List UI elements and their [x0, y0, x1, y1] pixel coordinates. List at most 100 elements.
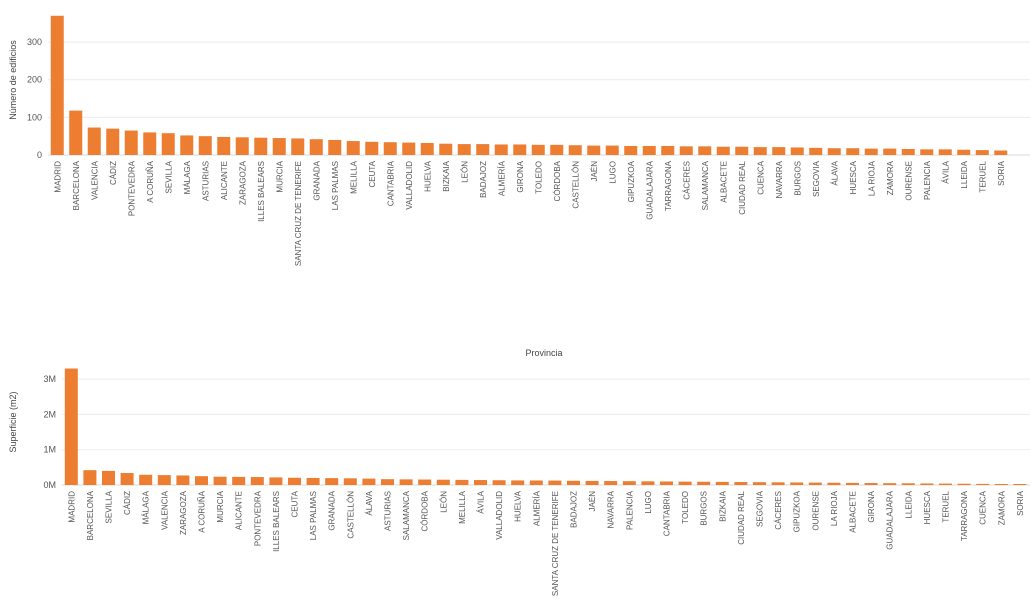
bar: [716, 146, 730, 155]
bar: [439, 143, 453, 155]
x-tick-label: MELILLA: [458, 490, 467, 524]
x-tick-label: PONTEVEDRA: [127, 160, 136, 216]
bar: [994, 150, 1008, 155]
x-tick-label: HUELVA: [514, 490, 523, 521]
bar: [399, 479, 413, 485]
bar: [641, 481, 655, 485]
x-tick-label: CÓRDOBA: [553, 160, 562, 201]
y-tick-label: 300: [27, 37, 42, 47]
x-tick-label: MADRID: [53, 161, 62, 193]
bar: [83, 470, 97, 485]
x-tick-label: ALBACETE: [849, 491, 858, 533]
bar: [195, 476, 208, 485]
bar: [325, 478, 339, 485]
bar: [476, 144, 490, 155]
bar: [250, 477, 264, 485]
bar: [661, 145, 675, 155]
bar: [213, 476, 227, 485]
x-tick-label: CÓRDOBA: [421, 490, 430, 531]
bar: [143, 132, 157, 155]
bar: [457, 144, 471, 155]
bar: [957, 483, 971, 485]
bar: [402, 142, 416, 155]
x-tick-label: HUELVA: [423, 160, 432, 191]
bar: [306, 477, 320, 485]
x-tick-label: ALICANTE: [235, 491, 244, 530]
x-tick-label: BURGOS: [700, 491, 709, 526]
x-tick-label: SORIA: [997, 160, 1006, 186]
bar: [1013, 484, 1027, 485]
bar: [678, 481, 692, 485]
x-tick-label: LUGO: [608, 161, 617, 184]
x-tick-label: SALAMANCA: [402, 490, 411, 540]
x-tick-label: CÁDIZ: [123, 491, 132, 515]
bar: [494, 144, 508, 155]
bar: [753, 482, 766, 485]
bar: [254, 137, 268, 155]
x-tick-label: CÁCERES: [682, 161, 691, 200]
bar: [698, 146, 712, 155]
bar: [827, 148, 841, 155]
x-tick-label: LLEIDA: [904, 490, 913, 518]
x-tick-label: VALENCIA: [160, 490, 169, 530]
bar: [883, 483, 897, 485]
x-tick-label: CEUTA: [368, 160, 377, 187]
x-tick-label: OURENSE: [904, 161, 913, 201]
y-tick-label: 100: [27, 112, 42, 122]
x-tick-label: NAVARRA: [607, 490, 616, 528]
bar: [346, 141, 360, 155]
x-tick-label: GIPUZKOA: [793, 490, 802, 532]
x-tick-label: LA RIOJA: [867, 160, 876, 196]
x-tick-label: CIUDAD REAL: [737, 490, 746, 544]
x-tick-label: HUESCA: [849, 160, 858, 194]
x-tick-label: SANTA CRUZ DE TENERIFE: [551, 491, 560, 596]
x-tick-label: ALMERÍA: [532, 490, 541, 526]
bar: [771, 482, 785, 485]
bar: [624, 145, 638, 155]
bar: [436, 479, 450, 485]
y-axis-title: Superficie (m2): [8, 391, 18, 452]
x-tick-label: HUESCA: [923, 490, 932, 524]
bar: [64, 368, 78, 485]
x-tick-label: LEÓN: [460, 161, 469, 183]
x-tick-label: GIRONA: [516, 160, 525, 192]
bar: [383, 142, 397, 155]
bar: [180, 135, 194, 155]
bar: [69, 110, 83, 155]
x-tick-label: BARCELONA: [86, 490, 95, 540]
x-tick-label: CANTABRIA: [663, 490, 672, 536]
bar: [679, 146, 693, 155]
bar: [362, 478, 376, 485]
x-tick-label: MÁLAGA: [183, 160, 192, 194]
bar: [235, 137, 249, 155]
bar: [604, 481, 618, 485]
bar: [343, 478, 357, 485]
bar: [124, 130, 138, 155]
bar: [846, 482, 859, 485]
x-tick-label: TOLEDO: [681, 491, 690, 524]
bar: [697, 481, 711, 485]
x-tick-label: BADAJOZ: [479, 161, 488, 198]
x-tick-label: JAÉN: [590, 161, 599, 182]
bar: [157, 475, 171, 485]
x-tick-label: MURCIA: [275, 160, 284, 192]
x-tick-label: CASTELLÓN: [346, 491, 355, 539]
bar: [50, 15, 64, 156]
x-tick-label: GUADALAJARA: [886, 490, 895, 549]
bar: [901, 483, 915, 485]
bar: [102, 470, 115, 485]
bar: [418, 479, 432, 485]
bar: [288, 477, 301, 485]
x-tick-label: ÁVILA: [477, 490, 486, 513]
bar: [734, 482, 748, 485]
chart-title: Provincia: [525, 348, 562, 358]
bar: [957, 149, 971, 155]
x-tick-label: LAS PALMAS: [309, 491, 318, 540]
x-tick-label: LLEIDA: [960, 160, 969, 188]
bar: [365, 141, 379, 155]
bar: [217, 136, 231, 155]
x-tick-label: OURENSE: [811, 491, 820, 531]
y-tick-label: 3M: [43, 374, 56, 384]
y-tick-label: 0M: [43, 480, 56, 490]
x-tick-label: MADRID: [67, 491, 76, 523]
